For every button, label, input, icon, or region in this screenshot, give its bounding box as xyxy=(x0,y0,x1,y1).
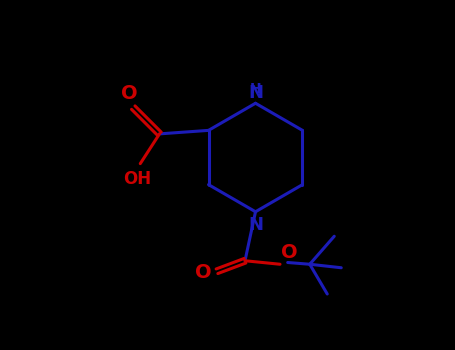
Text: O: O xyxy=(195,264,212,282)
Text: OH: OH xyxy=(123,170,151,188)
Text: O: O xyxy=(281,244,297,262)
Text: H: H xyxy=(250,82,261,96)
Text: N: N xyxy=(248,216,263,234)
Text: O: O xyxy=(121,84,137,104)
Text: N: N xyxy=(248,84,263,101)
